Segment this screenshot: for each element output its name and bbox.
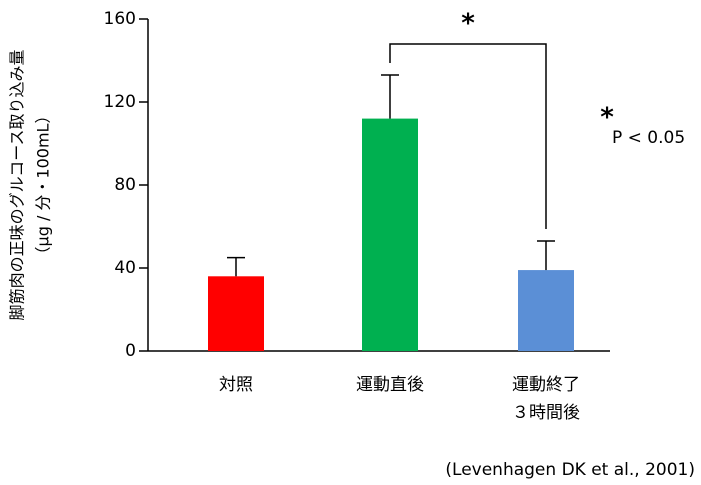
y-axis-label: （μg / 分・100mL）	[34, 108, 53, 263]
legend-text: P < 0.05	[612, 128, 685, 148]
y-axis-label: 脚筋肉の正味のグルコース取り込み量	[8, 50, 27, 321]
bar	[208, 276, 264, 351]
x-tick-label: 運動直後	[356, 375, 424, 395]
y-tick-label: 160	[104, 9, 136, 29]
legend-mark: *	[600, 103, 614, 133]
x-tick-label: 運動終了	[512, 375, 580, 395]
x-tick-label: 対照	[219, 375, 253, 395]
x-tick-label: ３時間後	[512, 403, 580, 423]
y-tick-label: 120	[104, 92, 136, 112]
significance-mark: *	[461, 9, 475, 39]
source: (Levenhagen DK et al., 2001)	[445, 460, 695, 480]
bar	[518, 270, 574, 351]
y-tick-label: 40	[114, 258, 136, 278]
significance-bracket	[389, 43, 547, 230]
y-tick-label: 0	[125, 341, 136, 361]
y-tick-label: 80	[114, 175, 136, 195]
bar	[362, 118, 418, 351]
